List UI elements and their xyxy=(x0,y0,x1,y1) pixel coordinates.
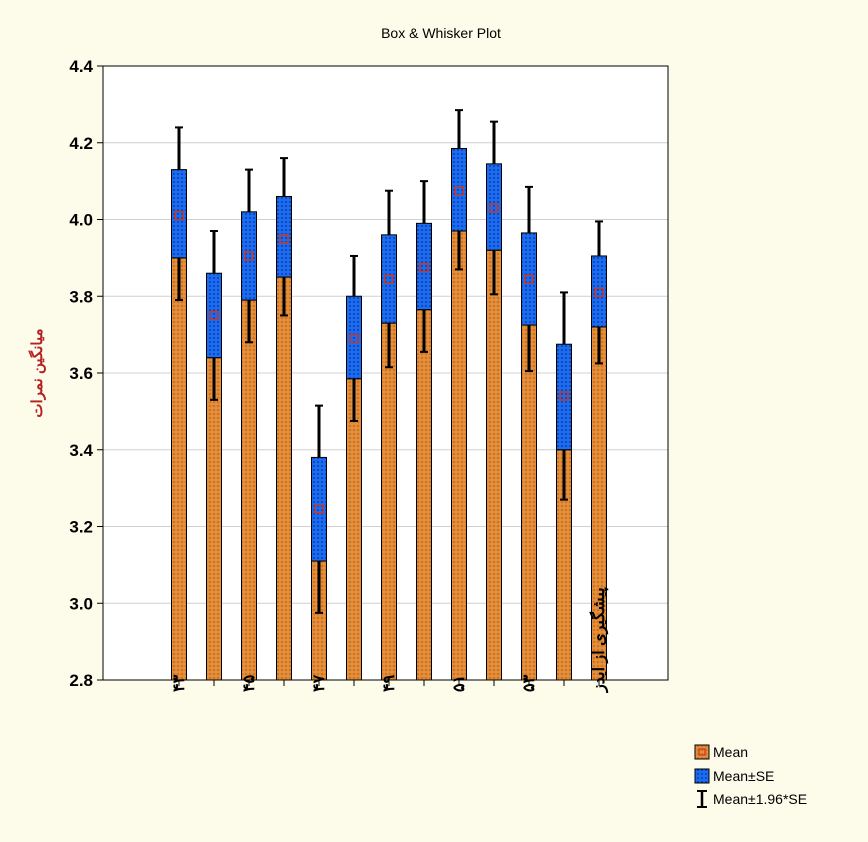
bar-group-11 xyxy=(556,291,572,681)
mean-marker xyxy=(524,274,534,284)
plot-frame xyxy=(102,65,669,681)
se-box xyxy=(206,272,222,359)
x-tick-label: ۴۵ xyxy=(241,674,258,692)
x-tick-label: ۴۳ xyxy=(171,674,188,692)
mean-marker xyxy=(419,262,429,273)
se-box xyxy=(346,295,362,380)
mean-bar xyxy=(276,276,292,681)
legend: Mean Mean±SE Mean±1.96*SE xyxy=(694,744,807,808)
mean-marker xyxy=(454,185,464,196)
x-tick-label: ۵۳ xyxy=(521,674,538,692)
mean-marker xyxy=(349,333,359,344)
mean-bar xyxy=(381,322,397,681)
y-axis-label: میانگین نمرات xyxy=(28,328,46,417)
y-tick-label: 2.8 xyxy=(69,671,93,690)
y-tick-label: 4.0 xyxy=(69,211,93,230)
bar-group-10 xyxy=(521,185,537,681)
legend-item-0: Mean xyxy=(694,744,748,760)
se-box xyxy=(381,234,397,324)
bars-layer xyxy=(171,109,607,681)
mean-bar xyxy=(171,257,187,681)
chart-title: Box & Whisker Plot xyxy=(381,25,501,41)
x-tick-label: پیشگیری از ایدز xyxy=(589,587,609,693)
x-tick-label: ۵۱ xyxy=(451,675,468,692)
mean-bar xyxy=(241,299,257,681)
bar-group-1 xyxy=(206,230,222,681)
bar-group-12 xyxy=(591,220,607,681)
mean-marker xyxy=(594,287,604,298)
mean-marker xyxy=(244,251,254,261)
bar-group-2 xyxy=(241,168,257,681)
y-tick-label: 4.4 xyxy=(69,57,93,76)
x-tick-label: ۴۷ xyxy=(311,674,328,692)
se-box xyxy=(171,169,187,259)
bar-group-6 xyxy=(381,189,397,681)
mean-bar xyxy=(346,378,362,681)
bar-group-5 xyxy=(346,254,362,681)
y-tick-label: 3.0 xyxy=(69,594,93,613)
mean-bar xyxy=(521,324,537,681)
y-tick-label: 3.2 xyxy=(69,518,93,537)
bar-group-0 xyxy=(171,126,187,681)
y-tick-label: 3.8 xyxy=(69,287,93,306)
legend-label: Mean±1.96*SE xyxy=(713,791,807,807)
bar-group-9 xyxy=(486,120,502,681)
legend-mean-marker xyxy=(698,748,706,756)
se-box xyxy=(451,148,467,232)
mean-bar xyxy=(416,309,432,681)
mean-marker xyxy=(174,210,184,221)
se-box xyxy=(276,195,292,278)
mean-marker xyxy=(209,310,219,321)
x-tick-label: ۴۹ xyxy=(381,674,398,692)
mean-bar xyxy=(451,230,467,681)
legend-swatch-se xyxy=(694,768,710,784)
mean-marker xyxy=(279,233,289,244)
mean-marker xyxy=(384,274,394,284)
mean-bar xyxy=(486,249,502,681)
legend-item-1: Mean±SE xyxy=(694,768,774,784)
legend-label: Mean±SE xyxy=(713,768,774,784)
mean-marker xyxy=(314,504,324,514)
bar-group-7 xyxy=(416,180,432,681)
bar-group-3 xyxy=(276,157,292,681)
legend-item-2: Mean±1.96*SE xyxy=(697,790,807,808)
mean-marker xyxy=(489,203,499,213)
se-box xyxy=(556,343,572,451)
bar-group-8 xyxy=(451,109,467,681)
se-box xyxy=(311,456,327,562)
se-box xyxy=(486,163,502,251)
se-box xyxy=(416,222,432,311)
y-tick-label: 3.4 xyxy=(69,441,93,460)
y-tick-label: 4.2 xyxy=(69,134,93,153)
axes-layer: 2.8 3.0 3.2 3.4 3.6 3.8 4.0 4.2 4.4 ۴۳ ۴۵ ۴۷ ۴۹ ۵۱ ۵۳ پ… xyxy=(69,57,669,693)
se-box xyxy=(521,232,537,326)
se-box xyxy=(241,211,257,301)
mean-marker xyxy=(559,391,569,401)
y-tick-label: 3.6 xyxy=(69,364,93,383)
mean-bar xyxy=(206,357,222,681)
legend-swatch-mean xyxy=(694,744,710,760)
se-box xyxy=(591,255,607,328)
legend-label: Mean xyxy=(713,744,748,760)
